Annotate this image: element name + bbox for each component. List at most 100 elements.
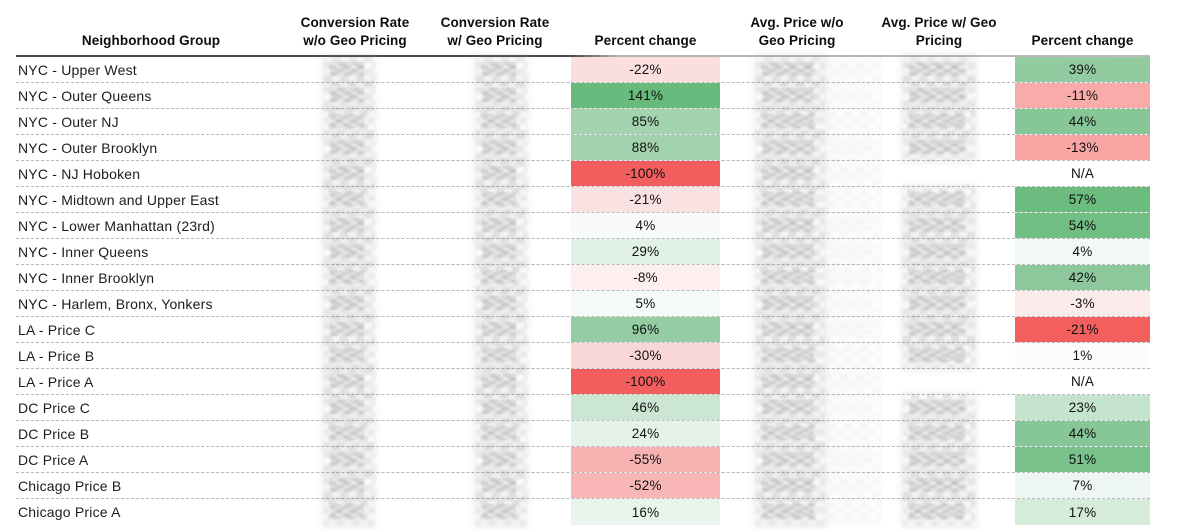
redacted-value-block <box>324 472 374 499</box>
avg-price-w-geo-cell <box>868 238 1010 265</box>
conversion-rate-w-geo-cell <box>424 472 566 499</box>
percent-change-value: 54% <box>1068 218 1097 233</box>
table-header-row: Neighborhood Group Conversion Rate w/o G… <box>16 0 1150 55</box>
redacted-value-block <box>324 342 374 369</box>
price-percent-change-cell: 39% <box>1015 57 1150 82</box>
redacted-value-halo <box>824 498 882 526</box>
conversion-rate-wo-geo-cell <box>286 134 424 161</box>
avg-price-wo-geo-cell <box>726 160 882 187</box>
avg-price-wo-geo-cell <box>726 56 882 83</box>
redacted-value-block <box>476 368 526 395</box>
neighborhood-label: Chicago Price A <box>16 499 286 525</box>
avg-price-wo-geo-cell <box>726 82 882 109</box>
redacted-value-block <box>756 342 824 369</box>
conversion-rate-wo-geo-cell <box>286 316 424 343</box>
conversion-percent-change-cell: 141% <box>571 83 720 108</box>
conversion-rate-wo-geo-cell <box>286 186 424 213</box>
redacted-value-block <box>476 472 526 499</box>
price-percent-change-cell: 7% <box>1015 473 1150 498</box>
table-row: NYC - Midtown and Upper East -21% 57% <box>16 186 1150 213</box>
redacted-value-block <box>903 264 975 291</box>
header-percent-change-conversion: Percent change <box>571 32 720 55</box>
redacted-value-block <box>756 264 824 291</box>
header-conversion-rate-w-geo: Conversion Rate w/ Geo Pricing <box>424 14 566 55</box>
redacted-value-block <box>756 238 824 265</box>
percent-change-value: N/A <box>1070 166 1095 181</box>
conversion-rate-wo-geo-cell <box>286 238 424 265</box>
neighborhood-label: NYC - Outer Queens <box>16 83 286 108</box>
redacted-value-block <box>756 160 824 187</box>
conversion-rate-wo-geo-cell <box>286 160 424 187</box>
neighborhood-name: NYC - Inner Queens <box>18 243 149 260</box>
header-label: Percent change <box>1031 33 1134 48</box>
redacted-value-block <box>324 82 374 109</box>
conversion-percent-change-cell: -100% <box>571 161 720 186</box>
price-percent-change-cell: 44% <box>1015 109 1150 134</box>
redacted-value-block <box>324 368 374 395</box>
price-percent-change-cell: 57% <box>1015 187 1150 212</box>
table-body: NYC - Upper West -22% 39% NYC - Outer Qu… <box>16 56 1150 526</box>
redacted-value-halo <box>824 472 882 499</box>
conversion-percent-change-cell: 85% <box>571 109 720 134</box>
percent-change-value: 85% <box>631 114 660 129</box>
header-label-line1: Conversion Rate <box>300 15 410 30</box>
table-row: NYC - Inner Brooklyn -8% 42% <box>16 264 1150 291</box>
percent-change-value: 88% <box>631 140 660 155</box>
price-percent-change-cell: -3% <box>1015 291 1150 316</box>
percent-change-value: 57% <box>1068 192 1097 207</box>
redacted-value-halo <box>824 368 882 395</box>
header-label-line1: Avg. Price w/o <box>750 15 844 30</box>
redacted-value-block <box>324 394 374 421</box>
avg-price-w-geo-cell <box>868 108 1010 135</box>
conversion-rate-wo-geo-cell <box>286 420 424 447</box>
percent-change-value: -100% <box>625 166 666 181</box>
neighborhood-name: DC Price C <box>18 399 91 416</box>
percent-change-value: 29% <box>631 244 660 259</box>
redacted-value-block <box>476 108 526 135</box>
conversion-percent-change-cell: 46% <box>571 395 720 420</box>
header-label: Neighborhood Group <box>81 33 221 48</box>
conversion-rate-wo-geo-cell <box>286 108 424 135</box>
avg-price-wo-geo-cell <box>726 108 882 135</box>
redacted-value-block <box>324 264 374 291</box>
percent-change-value: 7% <box>1072 478 1093 493</box>
table-row: NYC - Outer Queens 141% -11% <box>16 82 1150 109</box>
percent-change-value: -52% <box>629 478 662 493</box>
conversion-percent-change-cell: 88% <box>571 135 720 160</box>
redacted-value-block <box>476 420 526 447</box>
avg-price-w-geo-cell <box>868 498 1010 526</box>
price-percent-change-cell: 23% <box>1015 395 1150 420</box>
header-label-line1: Avg. Price w/ Geo <box>881 15 997 30</box>
redacted-value-block <box>324 134 374 161</box>
avg-price-wo-geo-cell <box>726 238 882 265</box>
conversion-rate-wo-geo-cell <box>286 472 424 499</box>
redacted-value-block <box>756 498 824 526</box>
conversion-percent-change-cell: -22% <box>571 57 720 82</box>
redacted-value-block <box>476 82 526 109</box>
header-label: Percent change <box>594 33 697 48</box>
avg-price-w-geo-cell <box>868 369 1010 394</box>
header-label-line2: Geo Pricing <box>758 33 836 48</box>
percent-change-value: 44% <box>1068 114 1097 129</box>
table-row: Chicago Price A 16% 17% <box>16 498 1150 526</box>
header-avg-price-w-geo: Avg. Price w/ Geo Pricing <box>868 14 1010 55</box>
redacted-value-block <box>756 134 824 161</box>
neighborhood-label: NYC - Inner Brooklyn <box>16 265 286 290</box>
conversion-rate-wo-geo-cell <box>286 82 424 109</box>
neighborhood-label: NYC - Harlem, Bronx, Yonkers <box>16 291 286 316</box>
conversion-rate-wo-geo-cell <box>286 342 424 369</box>
redacted-value-block <box>903 316 975 343</box>
header-label-line2: w/o Geo Pricing <box>303 33 407 48</box>
conversion-rate-w-geo-cell <box>424 342 566 369</box>
avg-price-w-geo-cell <box>868 212 1010 239</box>
avg-price-wo-geo-cell <box>726 212 882 239</box>
avg-price-w-geo-cell <box>868 56 1010 83</box>
redacted-value-block <box>756 108 824 135</box>
avg-price-w-geo-cell <box>868 82 1010 109</box>
redacted-value-block <box>903 186 975 213</box>
percent-change-value: -11% <box>1066 88 1099 103</box>
table-row: DC Price A -55% 51% <box>16 446 1150 473</box>
redacted-value-halo <box>824 134 882 161</box>
avg-price-wo-geo-cell <box>726 394 882 421</box>
neighborhood-label: LA - Price B <box>16 343 286 368</box>
